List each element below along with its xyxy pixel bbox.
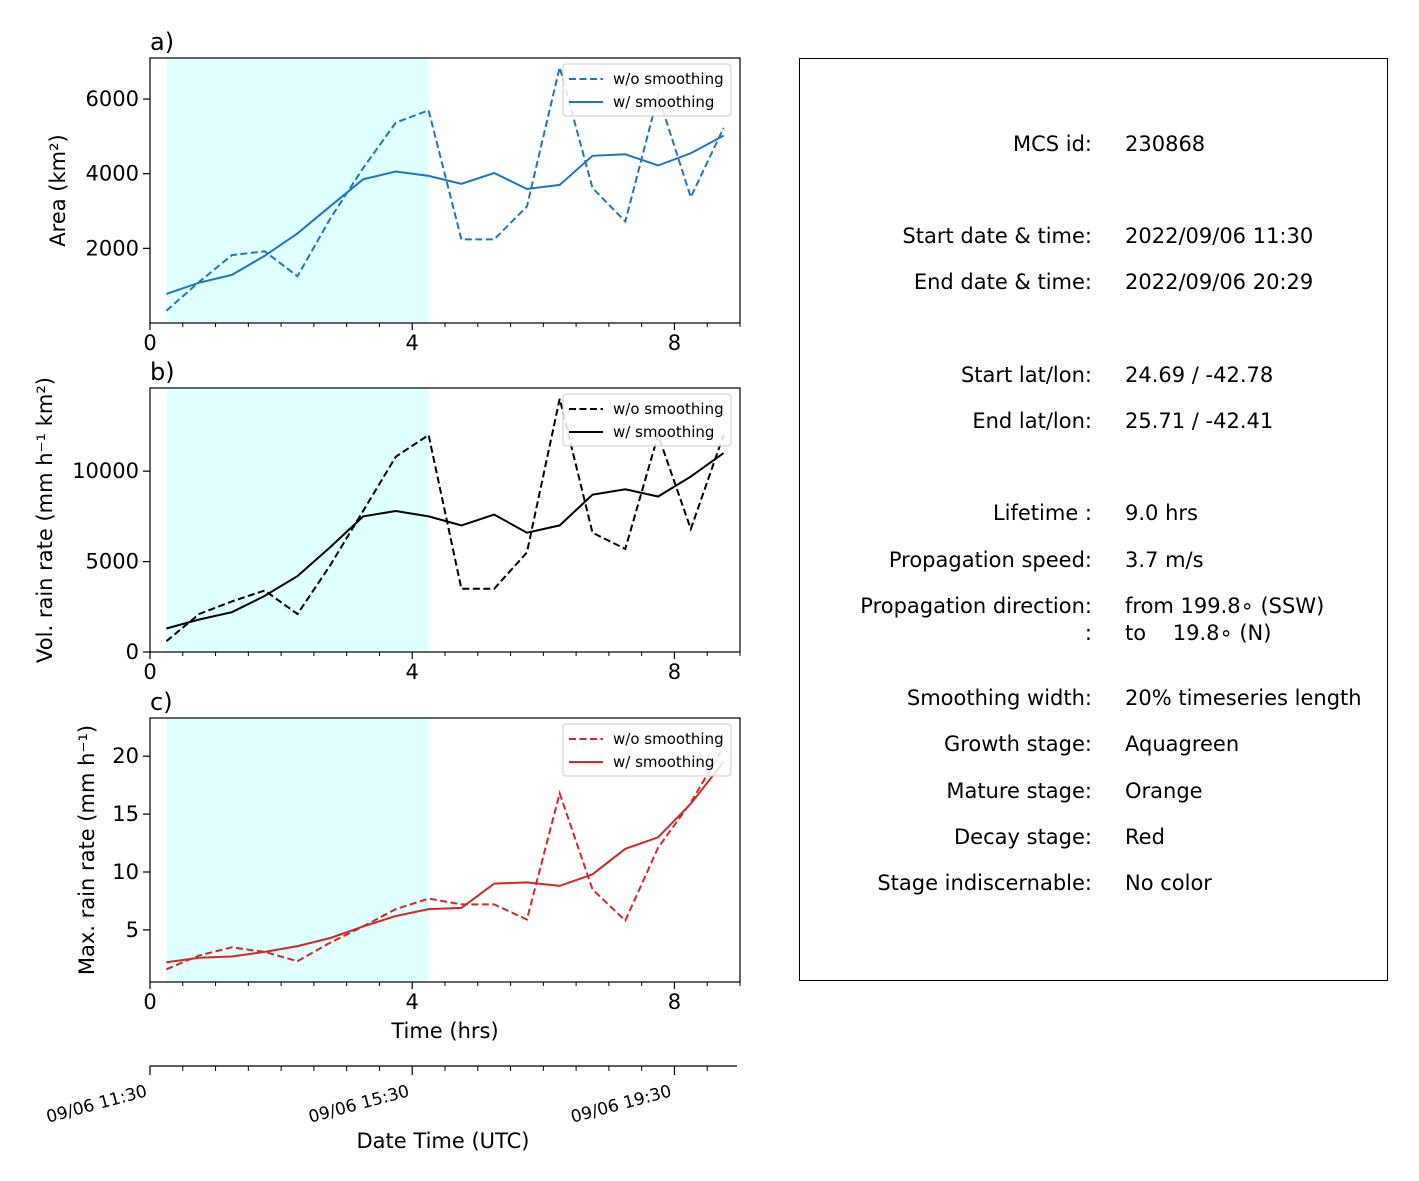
panel-a-area: 0 4 8 2000 4000 6000 a) Area (km²) w/o smoothing… — [46, 28, 741, 355]
series-line-smoothed — [166, 452, 725, 630]
start-time-label: Start date & time: — [902, 224, 1092, 248]
smoothing-value: 20% timeseries length — [1125, 686, 1362, 710]
datetime-tick-label: 09/06 19:30 — [569, 1082, 674, 1128]
lifetime-label: Lifetime : — [992, 501, 1092, 525]
legend-entry: w/o smoothing — [613, 70, 724, 88]
legend-entry: w/ smoothing — [613, 93, 714, 111]
legend-entry: w/ smoothing — [613, 753, 714, 771]
y-tick-label: 6000 — [86, 87, 139, 111]
legend-box — [562, 393, 732, 447]
y-tick-label: 20 — [112, 744, 139, 768]
x-axis-label: Time (hrs) — [390, 1019, 498, 1043]
datetime-tick-label: 09/06 15:30 — [306, 1082, 411, 1128]
y-tick-label: 4000 — [86, 162, 139, 186]
direction-from-value: from 199.8∘ (SSW) — [1125, 594, 1325, 618]
legend-entry: w/ smoothing — [613, 423, 714, 441]
start-time-value: 2022/09/06 11:30 — [1125, 224, 1314, 248]
y-axis-label: Vol. rain rate (mm h⁻¹ km²) — [33, 377, 57, 663]
speed-value: 3.7 m/s — [1125, 548, 1204, 572]
x-tick-label: 0 — [143, 660, 156, 684]
legend-entry: w/o smoothing — [613, 730, 724, 748]
series-line-raw — [165, 398, 725, 642]
y-tick-label: 5 — [126, 918, 139, 942]
direction-colon: : — [1084, 621, 1092, 645]
mcs-id-value: 230868 — [1125, 132, 1206, 156]
y-axis-label: Area (km²) — [46, 134, 70, 246]
indiscernable-label: Stage indiscernable: — [877, 871, 1092, 895]
legend: w/o smoothing w/ smoothing — [562, 63, 732, 117]
legend-box — [562, 723, 732, 777]
decay-stage-label: Decay stage: — [954, 825, 1092, 849]
smoothing-label: Smoothing width: — [906, 686, 1092, 710]
panel-c-max-rain-rate: 0 4 8 5 10 15 20 c) Max. rain rate (mm h⁻¹) Time … — [75, 688, 741, 1043]
lifetime-value: 9.0 hrs — [1125, 501, 1198, 525]
series-line-raw — [165, 67, 725, 312]
y-tick-label: 15 — [112, 802, 139, 826]
decay-stage-value: Red — [1125, 825, 1165, 849]
x-tick-label: 8 — [668, 660, 681, 684]
legend-box — [562, 63, 732, 117]
series-line-raw — [166, 746, 725, 971]
y-tick-label: 2000 — [86, 236, 139, 260]
panel-b-volume-rain-rate: 0 4 8 0 5000 10000 b) Vol. rain rate (mm h⁻¹ km… — [33, 358, 741, 684]
growth-stage-span — [166, 718, 429, 982]
growth-stage-span — [166, 58, 429, 323]
direction-to-value: to 19.8∘ (N) — [1125, 621, 1272, 645]
x-tick-label: 4 — [406, 990, 419, 1014]
legend: w/o smoothing w/ smoothing — [562, 723, 732, 777]
x-tick-label: 4 — [406, 331, 419, 355]
indiscernable-value: No color — [1125, 871, 1212, 895]
mcs-id-label: MCS id: — [1012, 132, 1092, 156]
mature-stage-label: Mature stage: — [946, 779, 1092, 803]
panel-label: a) — [150, 28, 174, 56]
x-tick-label: 0 — [143, 331, 156, 355]
legend: w/o smoothing w/ smoothing — [562, 393, 732, 447]
mcs-info-panel: MCS id: 230868 Start date & time: 2022/0… — [799, 58, 1388, 981]
y-tick-label: 10 — [112, 860, 139, 884]
direction-label: Propagation direction: — [860, 594, 1092, 618]
x-tick-label: 8 — [668, 990, 681, 1014]
end-time-label: End date & time: — [913, 270, 1092, 294]
y-tick-label: 5000 — [86, 550, 139, 574]
series-line-smoothed — [166, 134, 725, 295]
datetime-axis-label: Date Time (UTC) — [357, 1129, 530, 1153]
x-tick-label: 0 — [143, 990, 156, 1014]
x-tick-label: 8 — [668, 331, 681, 355]
end-latlon-label: End lat/lon: — [972, 409, 1092, 433]
growth-stage-label: Growth stage: — [943, 732, 1092, 756]
y-axis-label: Max. rain rate (mm h⁻¹) — [75, 725, 99, 975]
series-line-smoothed — [166, 761, 725, 964]
datetime-tick-label: 09/06 11:30 — [44, 1082, 149, 1128]
mature-stage-value: Orange — [1125, 779, 1203, 803]
growth-stage-value: Aquagreen — [1125, 732, 1240, 756]
start-latlon-label: Start lat/lon: — [960, 363, 1092, 387]
x-tick-label: 4 — [406, 660, 419, 684]
datetime-axis: 09/06 11:30 09/06 15:30 09/06 19:30 Date Ti… — [44, 1065, 737, 1153]
start-latlon-value: 24.69 / -42.78 — [1125, 363, 1274, 387]
y-tick-label: 10000 — [72, 459, 139, 483]
legend-entry: w/o smoothing — [613, 400, 724, 418]
y-tick-label: 0 — [126, 640, 139, 664]
end-time-value: 2022/09/06 20:29 — [1125, 270, 1314, 294]
speed-label: Propagation speed: — [888, 548, 1092, 572]
growth-stage-span — [166, 388, 429, 652]
panel-label: c) — [150, 688, 173, 716]
end-latlon-value: 25.71 / -42.41 — [1125, 409, 1274, 433]
panel-label: b) — [150, 358, 175, 386]
